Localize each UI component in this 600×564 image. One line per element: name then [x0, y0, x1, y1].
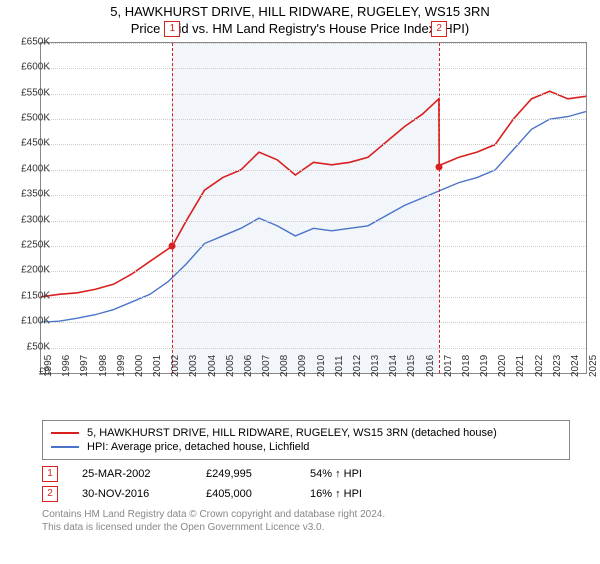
legend-label: 5, HAWKHURST DRIVE, HILL RIDWARE, RUGELE… — [87, 427, 497, 439]
series-line-price_paid — [41, 91, 586, 297]
x-axis-label: 2001 — [152, 355, 163, 377]
gridline — [41, 144, 586, 145]
y-axis-label: £350K — [21, 189, 50, 200]
x-axis-label: 2021 — [515, 355, 526, 377]
event-price: £405,000 — [206, 488, 286, 500]
x-axis-label: 1996 — [61, 355, 72, 377]
event-date: 25-MAR-2002 — [82, 468, 182, 480]
marker-dot — [436, 164, 443, 171]
marker-line — [172, 43, 173, 373]
y-axis-label: £550K — [21, 87, 50, 98]
attribution-line: Contains HM Land Registry data © Crown c… — [42, 508, 590, 521]
x-axis-label: 2012 — [352, 355, 363, 377]
x-axis-label: 2010 — [316, 355, 327, 377]
x-axis-label: 2008 — [279, 355, 290, 377]
y-axis-label: £400K — [21, 163, 50, 174]
chart-title: 5, HAWKHURST DRIVE, HILL RIDWARE, RUGELE… — [0, 4, 600, 21]
y-axis-label: £250K — [21, 239, 50, 250]
x-axis-label: 2022 — [534, 355, 545, 377]
legend-swatch — [51, 446, 79, 448]
y-axis-label: £650K — [21, 36, 50, 47]
x-axis-label: 1999 — [116, 355, 127, 377]
x-axis-label: 2020 — [497, 355, 508, 377]
x-axis-label: 2007 — [261, 355, 272, 377]
attribution: Contains HM Land Registry data © Crown c… — [42, 508, 590, 534]
x-axis-label: 2000 — [134, 355, 145, 377]
plot-region: 12 — [40, 42, 587, 374]
y-axis-label: £150K — [21, 290, 50, 301]
x-axis-label: 2018 — [461, 355, 472, 377]
gridline — [41, 246, 586, 247]
series-line-hpi — [41, 111, 586, 322]
x-axis-label: 2009 — [297, 355, 308, 377]
gridline — [41, 221, 586, 222]
legend-row: HPI: Average price, detached house, Lich… — [51, 440, 561, 454]
x-axis-label: 2014 — [388, 355, 399, 377]
x-axis-label: 2011 — [334, 355, 345, 377]
attribution-line: This data is licensed under the Open Gov… — [42, 521, 590, 534]
x-axis-label: 2006 — [243, 355, 254, 377]
event-row: 1 25-MAR-2002 £249,995 54% ↑ HPI — [42, 464, 590, 484]
legend-row: 5, HAWKHURST DRIVE, HILL RIDWARE, RUGELE… — [51, 426, 561, 440]
marker-dot — [169, 242, 176, 249]
x-axis-label: 2016 — [425, 355, 436, 377]
x-axis-label: 2013 — [370, 355, 381, 377]
y-axis-label: £600K — [21, 62, 50, 73]
gridline — [41, 195, 586, 196]
y-axis-label: £300K — [21, 214, 50, 225]
event-delta: 16% ↑ HPI — [310, 488, 410, 500]
gridline — [41, 170, 586, 171]
event-marker-box: 2 — [42, 486, 58, 502]
legend-swatch — [51, 432, 79, 434]
x-axis-label: 1995 — [43, 355, 54, 377]
x-axis-label: 1997 — [79, 355, 90, 377]
gridline — [41, 119, 586, 120]
legend: 5, HAWKHURST DRIVE, HILL RIDWARE, RUGELE… — [42, 420, 570, 460]
x-axis-label: 2024 — [570, 355, 581, 377]
gridline — [41, 348, 586, 349]
chart-subtitle: Price paid vs. HM Land Registry's House … — [0, 21, 600, 36]
chart-container: 5, HAWKHURST DRIVE, HILL RIDWARE, RUGELE… — [0, 4, 600, 564]
y-axis-label: £50K — [27, 341, 50, 352]
event-date: 30-NOV-2016 — [82, 488, 182, 500]
x-axis-label: 2005 — [225, 355, 236, 377]
gridline — [41, 271, 586, 272]
gridline — [41, 43, 586, 44]
y-axis-label: £500K — [21, 113, 50, 124]
x-axis-label: 2019 — [479, 355, 490, 377]
gridline — [41, 322, 586, 323]
x-axis-label: 2002 — [170, 355, 181, 377]
x-axis-label: 1998 — [98, 355, 109, 377]
gridline — [41, 297, 586, 298]
x-axis-label: 2003 — [188, 355, 199, 377]
event-marker-box: 1 — [42, 466, 58, 482]
marker-line — [439, 43, 440, 373]
x-axis-label: 2025 — [588, 355, 599, 377]
gridline — [41, 68, 586, 69]
y-axis-label: £200K — [21, 265, 50, 276]
x-axis-label: 2023 — [552, 355, 563, 377]
event-row: 2 30-NOV-2016 £405,000 16% ↑ HPI — [42, 484, 590, 504]
x-axis-label: 2015 — [406, 355, 417, 377]
marker-box: 1 — [164, 21, 180, 37]
y-axis-label: £100K — [21, 316, 50, 327]
x-axis-label: 2004 — [207, 355, 218, 377]
event-price: £249,995 — [206, 468, 286, 480]
marker-box: 2 — [431, 21, 447, 37]
gridline — [41, 94, 586, 95]
line-layer — [41, 43, 586, 373]
event-list: 1 25-MAR-2002 £249,995 54% ↑ HPI 2 30-NOV-201… — [42, 464, 590, 504]
x-axis-label: 2017 — [443, 355, 454, 377]
y-axis-label: £450K — [21, 138, 50, 149]
legend-label: HPI: Average price, detached house, Lich… — [87, 441, 309, 453]
chart-area: 12 £0£50K£100K£150K£200K£250K£300K£350K£… — [40, 42, 600, 412]
event-delta: 54% ↑ HPI — [310, 468, 410, 480]
